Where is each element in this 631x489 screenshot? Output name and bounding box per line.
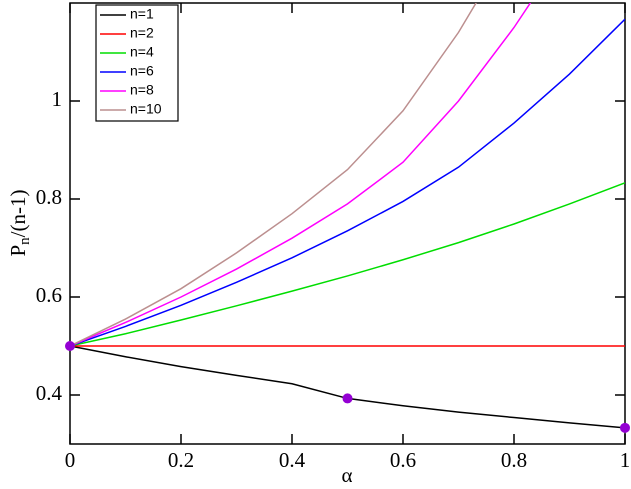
series-line [70,3,477,347]
marker [620,422,630,433]
marker [65,341,75,351]
legend-label: n=6 [130,63,154,79]
x-tick-label: 0 [65,448,76,472]
x-tick-label: 0.6 [390,448,416,472]
y-label-rest: /(n-1) [6,189,30,237]
y-tick-label: 0.6 [36,283,62,307]
series-line [70,345,625,429]
legend: n=1 n=2 n=4 n=6 n=8 n=10 [95,4,179,122]
marker [342,393,353,404]
legend-label: n=2 [130,25,154,41]
legend-box [95,4,179,122]
y-axis-label: Pn/(n-1) [6,189,34,256]
x-tick-label: 1 [620,448,631,472]
plot-frame [69,2,626,445]
y-tick-label: 0.4 [36,381,63,405]
x-axis-label: α [341,463,352,487]
y-tick-label: 0.8 [36,185,62,209]
legend-label: n=1 [130,6,154,22]
x-tick-label: 0.2 [168,448,194,472]
y-tick-label: 1 [52,87,63,111]
y-label-main: P [6,245,30,257]
series-line [70,3,532,347]
x-tick-label: 0.4 [279,448,306,472]
y-label-sub: n [17,237,33,245]
legend-label: n=4 [130,44,154,60]
plot-area [70,3,625,429]
series-line [70,182,625,347]
x-tick-label: 0.8 [501,448,527,472]
legend-label: n=10 [130,101,162,117]
series-line [70,18,625,347]
legend-label: n=8 [130,82,154,98]
